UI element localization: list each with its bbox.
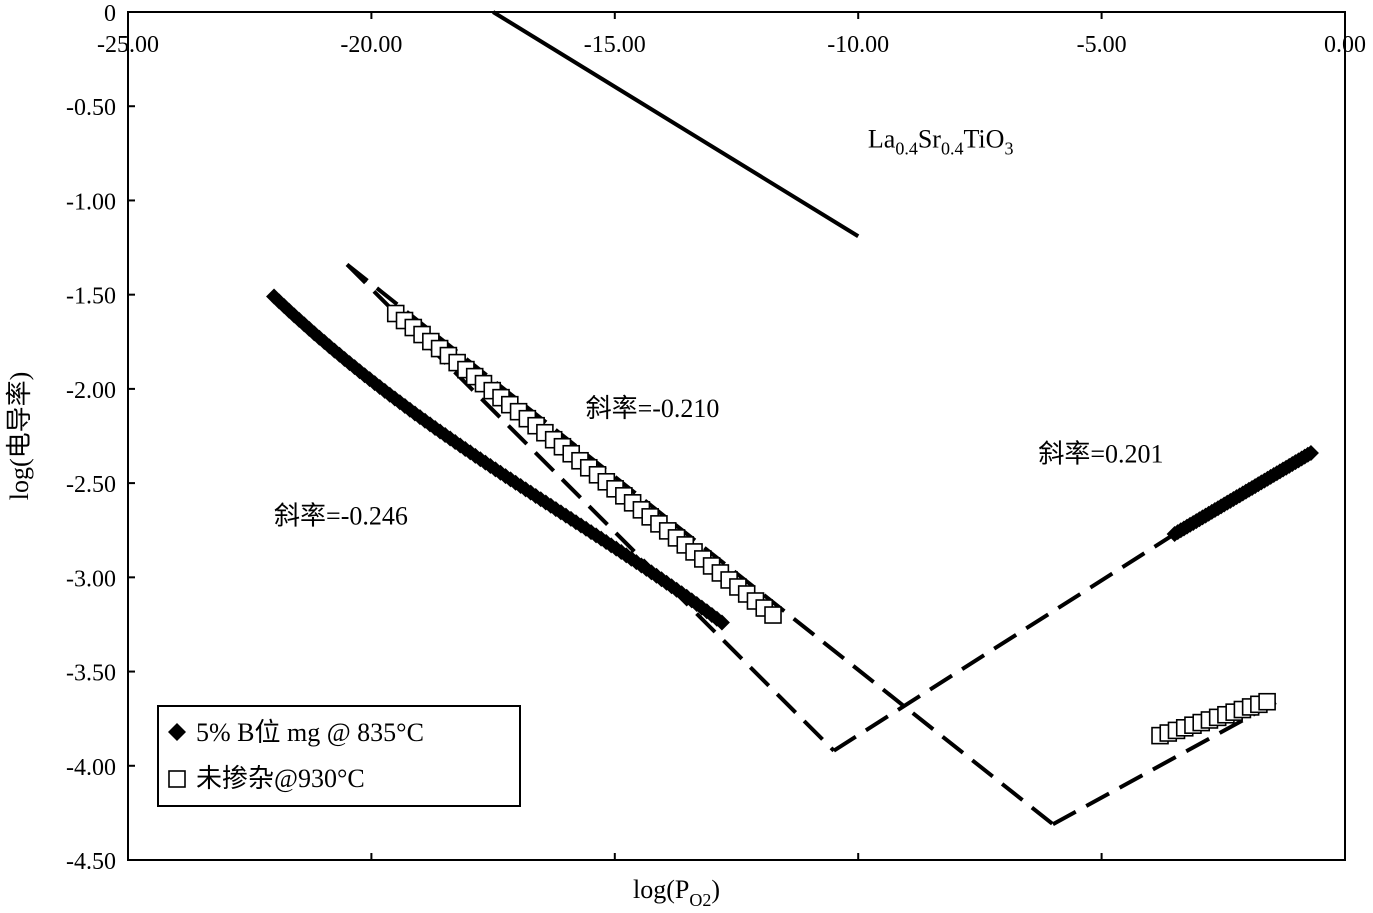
markers-group [266,288,1319,745]
y-tick-label: -3.00 [66,566,116,592]
x-tick-label: -10.00 [827,32,889,58]
fit-dashed-line [832,532,1176,753]
x-tick-label: -20.00 [340,32,402,58]
marker-square [764,606,782,624]
annotations-group: 斜率=-0.210 斜率=0.201 斜率=-0.246 [274,394,1163,530]
x-tick-label: -5.00 [1077,32,1127,58]
legend-label-series-2: 未掺杂@930°C [196,764,365,793]
slope-annotation: 斜率=0.201 [1038,439,1163,468]
lines-group [345,10,1278,826]
y-tick-label: -0.50 [66,95,116,121]
la-sr-tio3-line [492,10,860,238]
y-tick-label: 0 [104,1,116,27]
legend: 5% B位 mg @ 835°C 未掺杂@930°C [157,705,521,807]
marker-square [1258,692,1276,711]
legend-diamond-icon [168,723,186,741]
y-tick-label: -1.50 [66,284,116,310]
plot-area-frame [127,11,1346,861]
axes-group: -25.00 -20.00 -15.00 -10.00 -5.00 0.00 0 -0.50 -… [66,1,1366,875]
y-axis-title: log(电导率) [5,372,34,501]
x-axis-title: log(PO2) [633,875,720,910]
x-tick-label: 0.00 [1324,32,1366,58]
marker-diamond [1302,444,1319,461]
legend-box [157,705,521,807]
y-tick-label: -1.00 [66,189,116,215]
y-tick-label: -2.00 [66,378,116,404]
y-tick-label: -3.50 [66,661,116,687]
legend-square-icon [168,770,186,788]
la-sr-tio3-label: La0.4Sr0.4TiO3 [868,125,1014,159]
legend-label-series-1: 5% B位 mg @ 835°C [196,718,424,747]
x-tick-label: -25.00 [97,32,159,58]
slope-annotation: 斜率=-0.246 [274,502,408,531]
y-tick-label: -2.50 [66,472,116,498]
y-tick-label: -4.50 [66,849,116,875]
slope-annotation: 斜率=-0.210 [586,394,720,423]
x-tick-label: -15.00 [584,32,646,58]
marker-diamond [713,614,730,631]
y-tick-label: -4.00 [66,755,116,781]
fit-dashed-line [1051,699,1278,826]
